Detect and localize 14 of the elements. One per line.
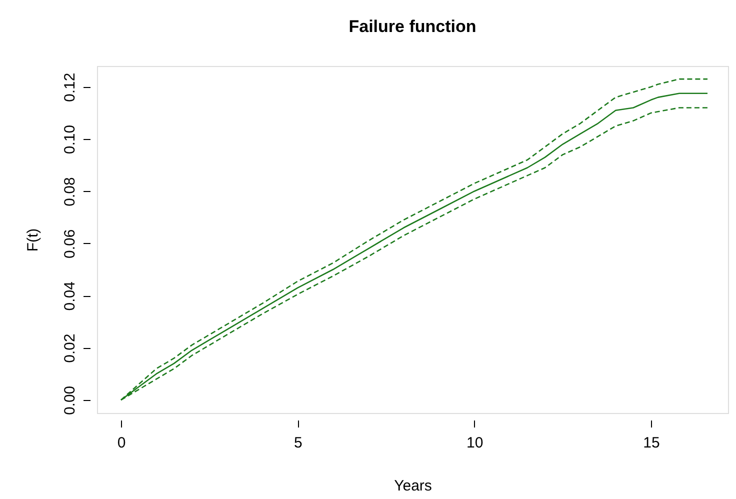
y-tick-label: 0.00: [62, 386, 78, 416]
y-tick-label: 0.12: [62, 72, 78, 102]
x-axis-title: Years: [394, 478, 432, 494]
x-tick-label: 0: [117, 434, 126, 452]
x-tick-label: 15: [643, 434, 660, 452]
y-tick-label: 0.02: [62, 334, 78, 363]
x-tick-label: 5: [294, 434, 302, 452]
y-tick-label: 0.10: [62, 124, 78, 154]
y-tick-label: 0.08: [62, 177, 78, 206]
chart-title: Failure function: [348, 17, 476, 36]
y-axis-title: F(t): [24, 228, 42, 252]
y-tick-label: 0.06: [62, 229, 78, 259]
y-tick-label: 0.04: [62, 281, 78, 311]
x-tick-label: 10: [466, 434, 484, 452]
